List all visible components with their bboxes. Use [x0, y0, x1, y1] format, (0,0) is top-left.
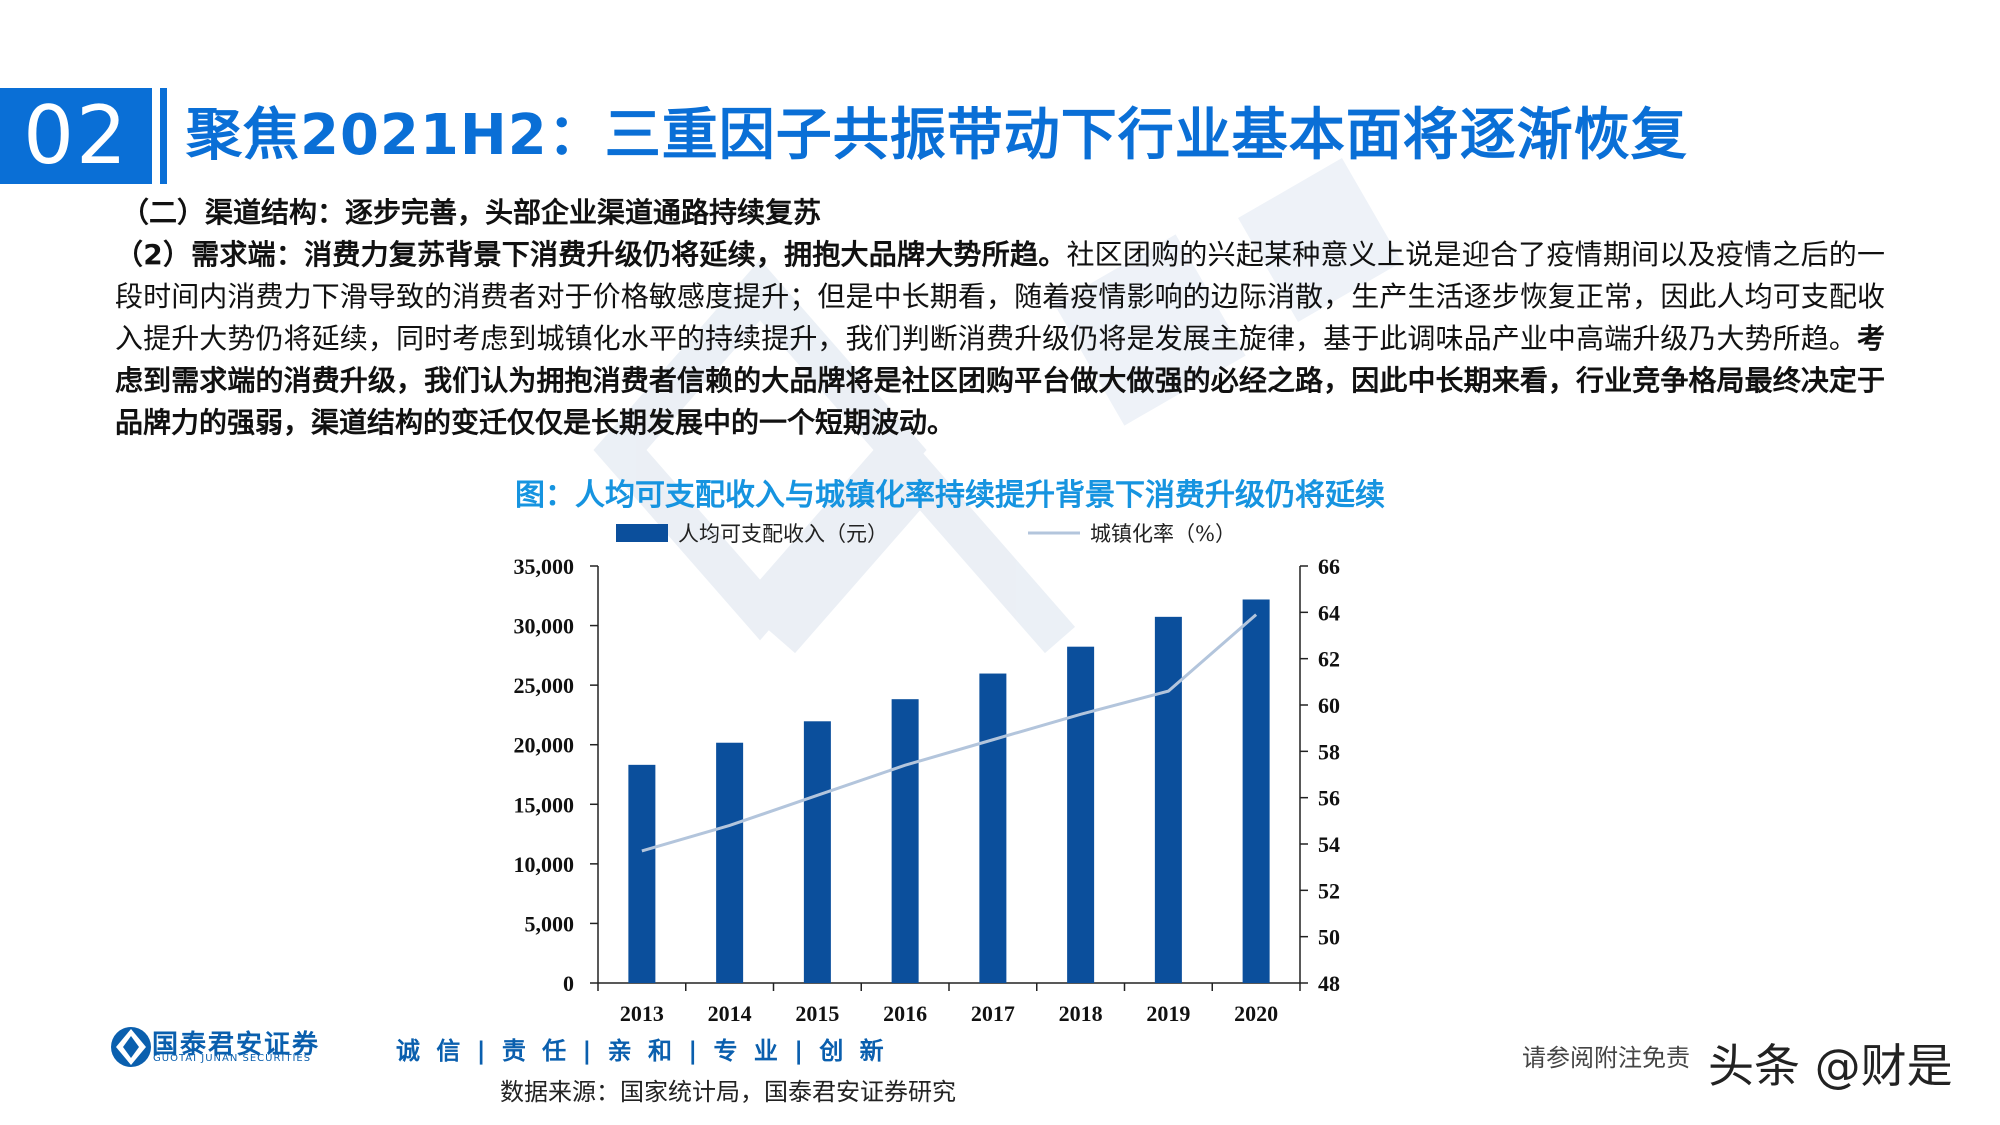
y-left-tick-label: 25,000	[514, 673, 575, 698]
y-left-tick-label: 35,000	[514, 554, 575, 579]
y-right-tick-label: 50	[1318, 925, 1340, 950]
legend-label-income: 人均可支配收入（元）	[678, 522, 888, 546]
y-right-tick-label: 54	[1318, 832, 1340, 857]
x-tick-label: 2019	[1146, 1001, 1190, 1026]
brand-name-en: GUOTAI JUNAN SECURITIES	[153, 1053, 312, 1064]
y-left-tick-label: 10,000	[514, 852, 575, 877]
bar	[716, 742, 744, 983]
y-left-tick-label: 15,000	[514, 792, 575, 817]
header-divider	[160, 88, 167, 184]
paragraph-bold-conclusion: 考虑到需求端的消费升级，我们认为拥抱消费者信赖的大品牌将是社区团购平台做大做强的…	[115, 322, 1885, 439]
y-left-tick-label: 5,000	[525, 911, 575, 936]
x-tick-label: 2015	[795, 1001, 839, 1026]
paragraph-text: 社区团购的兴起某种意义上说是迎合了疫情期间以及疫情之后的一段时间内消费力下滑导致…	[115, 238, 1885, 355]
bar	[891, 699, 919, 983]
body-text: （二）渠道结构：逐步完善，头部企业渠道通路持续复苏 （2）需求端：消费力复苏背景…	[115, 192, 1885, 444]
bar	[1154, 616, 1182, 983]
line-series-urbanization	[641, 613, 1258, 853]
y-right-tick-label: 62	[1318, 647, 1340, 672]
bar	[628, 764, 656, 983]
social-watermark: 头条 @财是	[1708, 1039, 1953, 1093]
y-right-tick-label: 48	[1318, 971, 1340, 996]
bar	[1067, 646, 1095, 983]
chart-title-wrap: 图：人均可支配收入与城镇化率持续提升背景下消费升级仍将延续	[0, 470, 2000, 514]
x-tick-label: 2018	[1059, 1001, 1103, 1026]
section-number: 02	[0, 88, 152, 184]
brand-name: 国泰君安证券	[152, 1030, 321, 1060]
slide-header: 02 聚焦2021H2：三重因子共振带动下行业基本面将逐渐恢复	[0, 88, 2000, 184]
chart-title: 图：人均可支配收入与城镇化率持续提升背景下消费升级仍将延续	[515, 478, 1385, 513]
y-right-tick-label: 66	[1318, 554, 1340, 579]
y-right-tick-label: 56	[1318, 786, 1340, 811]
subheading: （二）渠道结构：逐步完善，头部企业渠道通路持续复苏	[121, 196, 822, 229]
bar	[1242, 599, 1270, 983]
x-tick-label: 2017	[971, 1001, 1015, 1026]
legend-swatch-bar	[616, 524, 668, 542]
y-left-tick-label: 30,000	[514, 614, 575, 639]
y-right-tick-label: 58	[1318, 739, 1340, 764]
y-right-tick-label: 52	[1318, 878, 1340, 903]
bar	[979, 673, 1007, 983]
legend-label-urbanization: 城镇化率（%）	[1090, 522, 1236, 546]
x-tick-label: 2016	[883, 1001, 927, 1026]
slide-title: 聚焦2021H2：三重因子共振带动下行业基本面将逐渐恢复	[186, 103, 1688, 168]
x-tick-label: 2020	[1234, 1001, 1278, 1026]
paragraph-bold-lead: （2）需求端：消费力复苏背景下消费升级仍将延续，拥抱大品牌大势所趋。	[115, 238, 1067, 271]
y-left-tick-label: 0	[563, 971, 574, 996]
y-left-tick-label: 20,000	[514, 733, 575, 758]
y-right-tick-label: 60	[1318, 693, 1340, 718]
y-right-tick-label: 64	[1318, 600, 1340, 625]
x-tick-label: 2013	[620, 1001, 664, 1026]
bar	[803, 721, 831, 983]
brand-slogan: 诚 信 | 责 任 | 亲 和 | 专 业 | 创 新	[396, 1037, 888, 1065]
x-tick-label: 2014	[708, 1001, 752, 1026]
paragraph: （2）需求端：消费力复苏背景下消费升级仍将延续，拥抱大品牌大势所趋。社区团购的兴…	[115, 234, 1885, 444]
data-source: 数据来源：国家统计局，国泰君安证券研究	[500, 1078, 956, 1106]
disclaimer-note: 请参阅附注免责	[1522, 1044, 1690, 1072]
brand-logo-icon	[111, 1027, 151, 1067]
